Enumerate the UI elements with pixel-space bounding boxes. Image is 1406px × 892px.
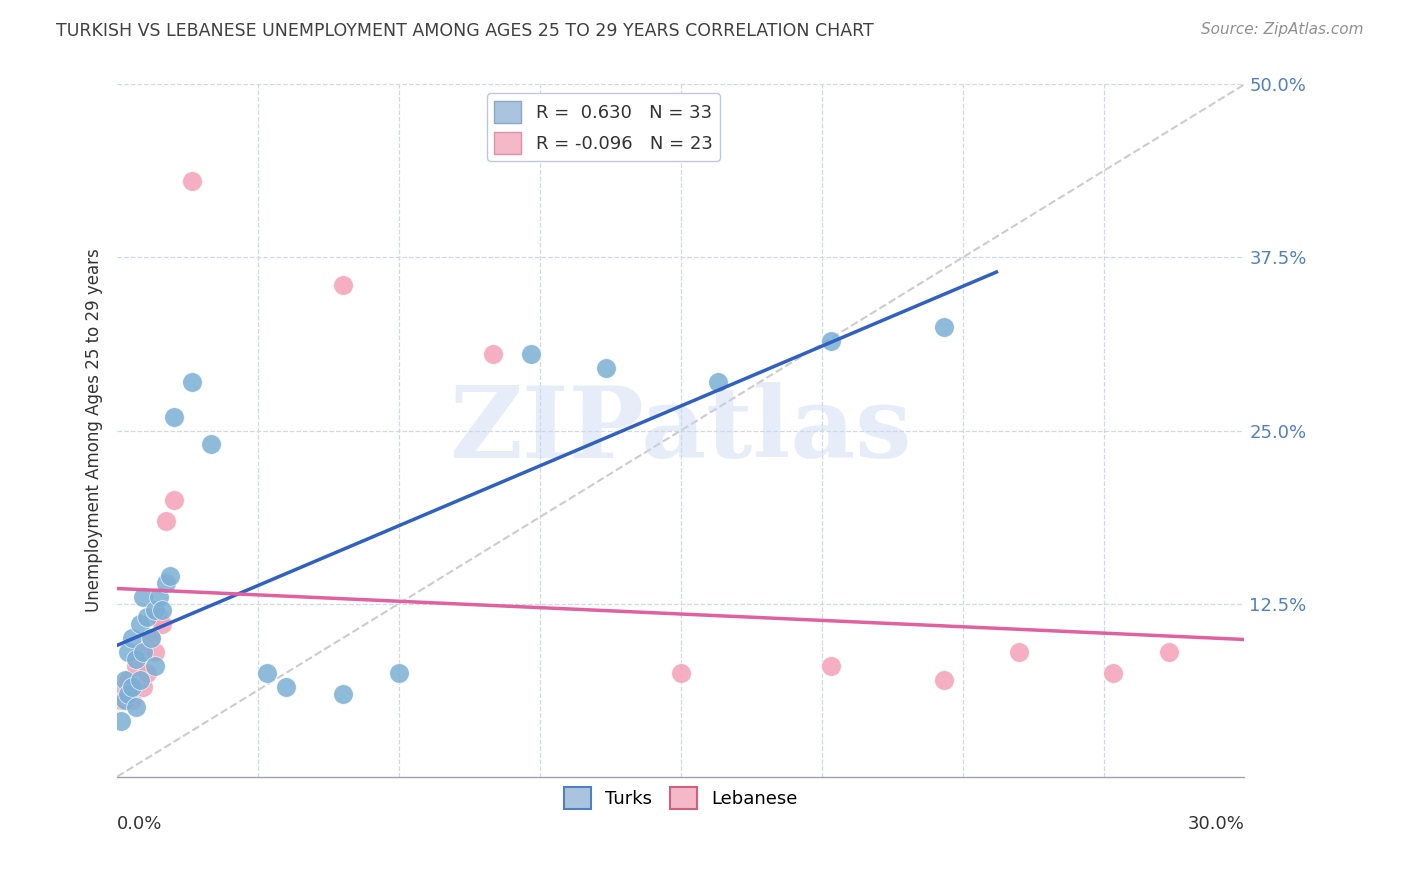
Point	[128, 673, 150, 687]
Point	[110, 693, 132, 707]
Text: 30.0%: 30.0%	[1188, 814, 1244, 833]
Text: ZIPatlas: ZIPatlas	[450, 382, 912, 479]
Point	[143, 645, 166, 659]
Point	[519, 347, 541, 361]
Point	[1008, 645, 1031, 659]
Point	[669, 665, 692, 680]
Point	[155, 575, 177, 590]
Point	[132, 645, 155, 659]
Point	[121, 680, 143, 694]
Point	[1102, 665, 1125, 680]
Point	[125, 658, 148, 673]
Point	[117, 645, 139, 659]
Point	[139, 631, 162, 645]
Point	[256, 665, 278, 680]
Point	[181, 375, 204, 389]
Point	[332, 278, 354, 293]
Point	[114, 673, 136, 687]
Point	[114, 693, 136, 707]
Point	[707, 375, 730, 389]
Point	[125, 652, 148, 666]
Point	[162, 409, 184, 424]
Point	[155, 514, 177, 528]
Point	[143, 658, 166, 673]
Point	[143, 603, 166, 617]
Point	[595, 361, 617, 376]
Point	[932, 673, 955, 687]
Point	[150, 603, 173, 617]
Point	[110, 714, 132, 729]
Point	[150, 617, 173, 632]
Point	[132, 590, 155, 604]
Point	[125, 700, 148, 714]
Point	[128, 645, 150, 659]
Point	[159, 569, 181, 583]
Text: 0.0%: 0.0%	[117, 814, 163, 833]
Legend: Turks, Lebanese: Turks, Lebanese	[557, 780, 806, 816]
Point	[139, 631, 162, 645]
Point	[148, 610, 170, 624]
Point	[117, 673, 139, 687]
Y-axis label: Unemployment Among Ages 25 to 29 years: Unemployment Among Ages 25 to 29 years	[86, 249, 103, 613]
Point	[1159, 645, 1181, 659]
Point	[162, 492, 184, 507]
Point	[200, 437, 222, 451]
Text: Source: ZipAtlas.com: Source: ZipAtlas.com	[1201, 22, 1364, 37]
Point	[820, 334, 842, 348]
Point	[482, 347, 505, 361]
Point	[121, 693, 143, 707]
Point	[388, 665, 411, 680]
Text: TURKISH VS LEBANESE UNEMPLOYMENT AMONG AGES 25 TO 29 YEARS CORRELATION CHART: TURKISH VS LEBANESE UNEMPLOYMENT AMONG A…	[56, 22, 875, 40]
Point	[820, 658, 842, 673]
Point	[136, 665, 159, 680]
Point	[117, 687, 139, 701]
Point	[932, 319, 955, 334]
Point	[121, 631, 143, 645]
Point	[132, 680, 155, 694]
Point	[128, 617, 150, 632]
Point	[114, 680, 136, 694]
Point	[181, 174, 204, 188]
Point	[276, 680, 298, 694]
Point	[332, 687, 354, 701]
Point	[148, 590, 170, 604]
Point	[136, 610, 159, 624]
